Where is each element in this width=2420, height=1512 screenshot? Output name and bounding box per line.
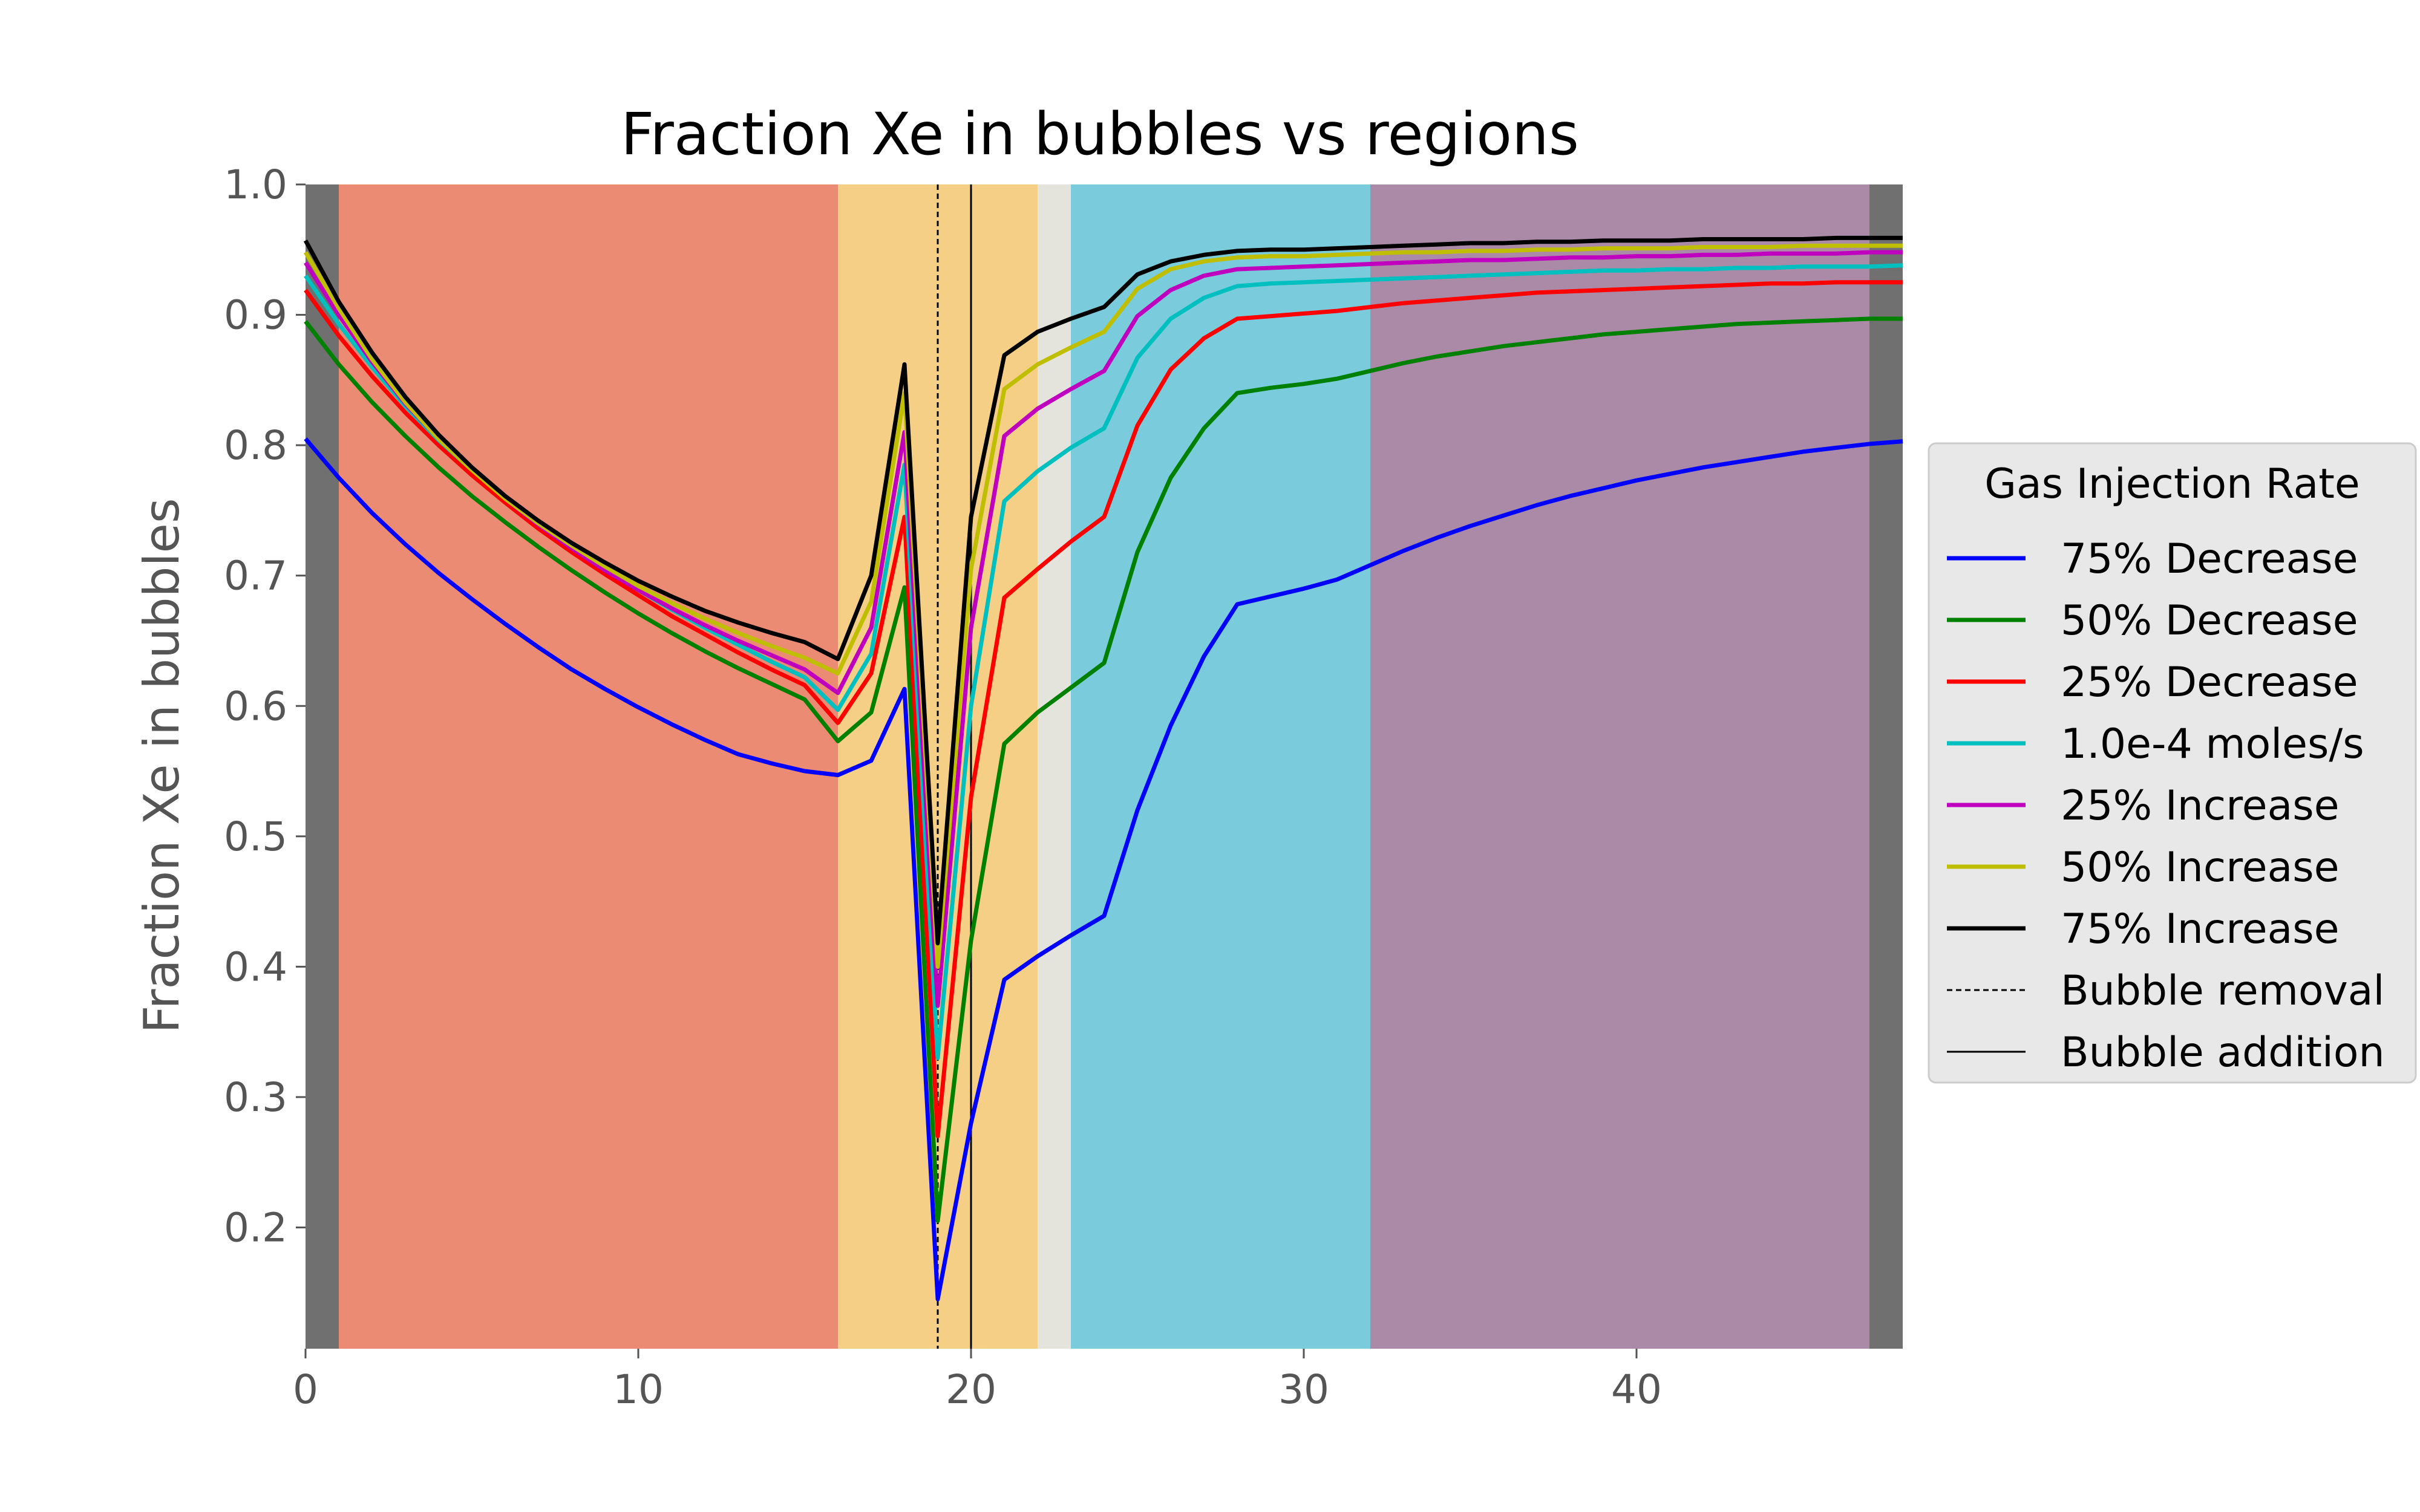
y-tick-label-3: 0.5 — [224, 813, 287, 860]
region-band-4 — [1071, 184, 1370, 1349]
series-line-2 — [304, 280, 1903, 1139]
x-tick-label-3: 30 — [1278, 1366, 1329, 1413]
y-tick-label-6: 0.8 — [224, 422, 287, 469]
series-line-1 — [304, 316, 1903, 1224]
x-tick-label-2: 20 — [946, 1366, 996, 1413]
legend-label-5: 50% Increase — [2061, 844, 2340, 891]
legend-label-0: 75% Decrease — [2061, 535, 2358, 583]
region-band-5 — [1370, 184, 1869, 1349]
y-tick-label-5: 0.7 — [224, 553, 287, 599]
region-band-3 — [1038, 184, 1071, 1349]
region-band-6 — [1869, 184, 1903, 1349]
plot-area: 0 10 20 30 40 0.2 0.3 0.4 0.5 0.6 0.7 0.8 0.9 1.0 — [224, 161, 1903, 1413]
y-tick-label-4: 0.6 — [224, 683, 287, 729]
series-line-6 — [303, 235, 1903, 946]
legend: Gas Injection Rate 75% Decrease 50% Decrea… — [1928, 442, 2417, 1084]
series-line-4 — [304, 250, 1903, 1008]
region-band-1 — [339, 184, 838, 1349]
legend-label-6: 75% Increase — [2061, 905, 2340, 953]
y-tick-label-8: 1.0 — [224, 161, 287, 208]
legend-box — [1928, 442, 2417, 1084]
legend-label-7: Bubble removal — [2061, 967, 2384, 1015]
y-tick-label-1: 0.3 — [224, 1074, 287, 1121]
y-tick-label-2: 0.4 — [224, 943, 287, 990]
x-tick-label-0: 0 — [293, 1366, 318, 1413]
x-tick-label-1: 10 — [613, 1366, 664, 1413]
series-line-5 — [303, 243, 1903, 969]
series-line-0 — [304, 437, 1903, 1302]
x-tick-label-4: 40 — [1611, 1366, 1662, 1413]
y-tick-label-0: 0.2 — [224, 1205, 287, 1251]
legend-label-3: 1.0e-4 moles/s — [2061, 720, 2364, 768]
legend-label-4: 25% Increase — [2061, 782, 2340, 830]
region-band-0 — [306, 184, 339, 1349]
y-tick-label-7: 0.9 — [224, 292, 287, 339]
legend-title: Gas Injection Rate — [1984, 460, 2360, 508]
legend-label-1: 50% Decrease — [2061, 597, 2358, 645]
chart-title: Fraction Xe in bubbles vs regions — [621, 100, 1579, 168]
legend-label-8: Bubble addition — [2061, 1029, 2385, 1077]
legend-label-2: 25% Decrease — [2061, 659, 2358, 706]
y-axis-label: Fraction Xe in bubbles — [134, 498, 190, 1033]
